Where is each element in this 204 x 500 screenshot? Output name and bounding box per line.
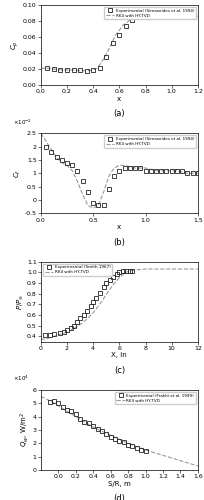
Text: (c): (c) [114, 366, 125, 375]
Text: $\times 10^{4}$: $\times 10^{4}$ [12, 374, 28, 384]
Text: (a): (a) [114, 109, 125, 118]
Legend: Experimental (Frakhi et al. 1999), RK4 with HY-TVD: Experimental (Frakhi et al. 1999), RK4 w… [115, 392, 196, 404]
Legend: Experimental (Simasoides et al. 1994), RK4 with HY-TVD: Experimental (Simasoides et al. 1994), R… [104, 7, 196, 20]
Text: $\times 10^{-2}$: $\times 10^{-2}$ [12, 118, 31, 127]
Text: (b): (b) [113, 238, 125, 246]
Legend: Experimental (Simasoides et al. 1994), RK4 with HY-TVD: Experimental (Simasoides et al. 1994), R… [104, 136, 196, 147]
Y-axis label: $Q_w$, W/m$^2$: $Q_w$, W/m$^2$ [19, 412, 31, 448]
Y-axis label: $P/P_{\infty}$: $P/P_{\infty}$ [16, 294, 25, 310]
Text: (d): (d) [113, 494, 125, 500]
Legend: Experimental (Smith 1967), RK4 with HY-TVD: Experimental (Smith 1967), RK4 with HY-T… [43, 264, 112, 276]
X-axis label: x: x [117, 224, 121, 230]
X-axis label: X, in: X, in [111, 352, 127, 358]
Y-axis label: $C_p$: $C_p$ [10, 40, 21, 50]
Y-axis label: $C_f$: $C_f$ [13, 169, 23, 178]
X-axis label: x: x [117, 96, 121, 102]
X-axis label: S/R, m: S/R, m [108, 480, 131, 486]
